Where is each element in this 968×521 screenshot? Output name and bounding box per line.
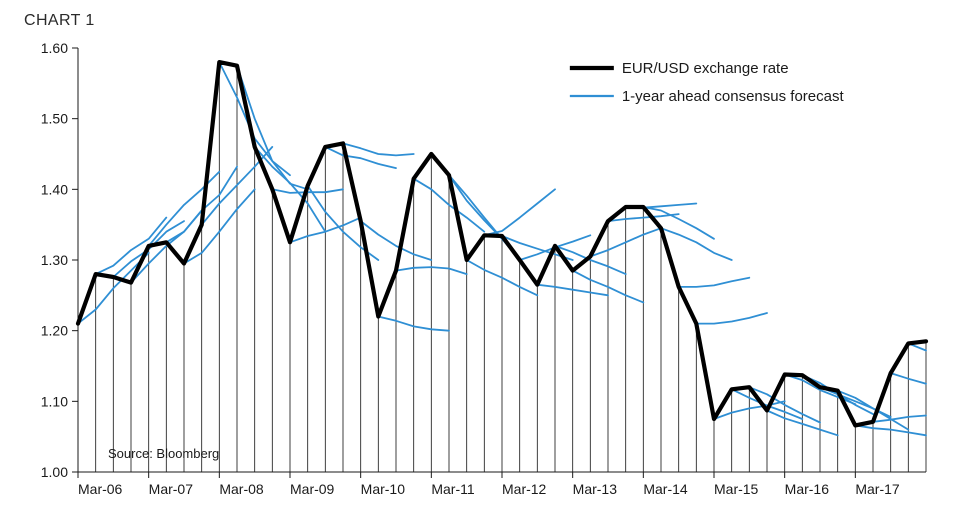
legend-label-forecast: 1-year ahead consensus forecast <box>622 88 845 105</box>
svg-text:1.30: 1.30 <box>41 252 68 268</box>
svg-text:Mar-12: Mar-12 <box>502 481 547 497</box>
svg-text:Mar-11: Mar-11 <box>431 481 475 497</box>
legend-label-main: EUR/USD exchange rate <box>622 60 789 77</box>
svg-text:Mar-10: Mar-10 <box>361 481 406 497</box>
chart: 1.00 1.10 1.20 1.30 1.40 1.50 1.60 Mar-06 Mar-07… <box>22 36 942 506</box>
svg-text:Mar-17: Mar-17 <box>855 481 900 497</box>
svg-text:1.60: 1.60 <box>41 40 68 56</box>
svg-text:Mar-07: Mar-07 <box>149 481 194 497</box>
svg-text:1.00: 1.00 <box>41 464 68 480</box>
svg-text:Mar-15: Mar-15 <box>714 481 759 497</box>
chart-title: CHART 1 <box>24 12 954 30</box>
svg-text:1.10: 1.10 <box>41 393 68 409</box>
svg-text:Mar-16: Mar-16 <box>785 481 830 497</box>
source-label: Source: Bloomberg <box>108 446 219 461</box>
svg-text:1.20: 1.20 <box>41 323 68 339</box>
svg-text:Mar-09: Mar-09 <box>290 481 335 497</box>
svg-text:1.50: 1.50 <box>41 111 68 127</box>
svg-text:Mar-08: Mar-08 <box>219 481 264 497</box>
svg-text:Mar-13: Mar-13 <box>573 481 618 497</box>
svg-text:Mar-06: Mar-06 <box>78 481 123 497</box>
svg-text:1.40: 1.40 <box>41 181 68 197</box>
svg-text:Mar-14: Mar-14 <box>643 481 688 497</box>
